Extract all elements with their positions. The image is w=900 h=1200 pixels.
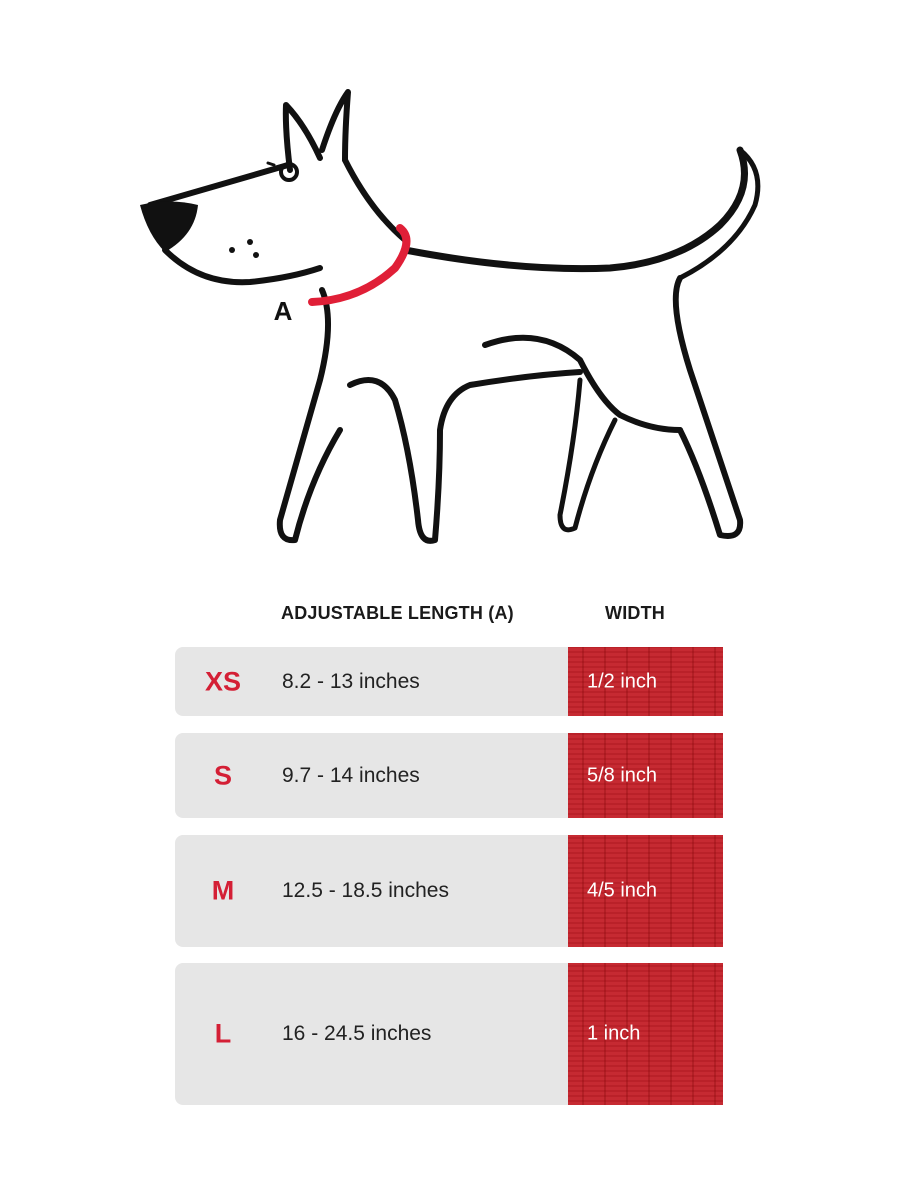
width-value: 5/8 inch [587,764,658,786]
width-cell: 5/8 inch [568,733,723,818]
width-cell: 1/2 inch [568,647,723,716]
collar-label: A [274,296,293,326]
width-value: 1 inch [587,1022,641,1045]
nose-icon [140,201,198,252]
size-row-s: S 9.7 - 14 inches 5/8 inch [175,733,723,818]
size-row-l: L 16 - 24.5 inches 1 inch [175,963,723,1105]
length-value: 12.5 - 18.5 inches [282,879,449,902]
length-value: 16 - 24.5 inches [282,1022,432,1045]
length-value: 8.2 - 13 inches [282,669,420,693]
size-label: XS [204,666,242,696]
width-value: 1/2 inch [587,670,658,692]
size-row-xs: XS 8.2 - 13 inches 1/2 inch [175,647,723,716]
width-cell: 4/5 inch [568,835,723,947]
size-row-m: M 12.5 - 18.5 inches 4/5 inch [175,835,723,947]
collar [308,224,411,306]
size-label: M [211,875,235,906]
width-value: 4/5 inch [587,879,658,902]
size-label: L [214,1018,232,1049]
header-length: ADJUSTABLE LENGTH (A) [281,603,514,623]
dog-illustration: A [140,89,761,544]
size-label: S [213,760,232,790]
length-value: 9.7 - 14 inches [282,763,420,787]
width-cell: 1 inch [568,963,723,1105]
header-width: WIDTH [605,603,665,623]
